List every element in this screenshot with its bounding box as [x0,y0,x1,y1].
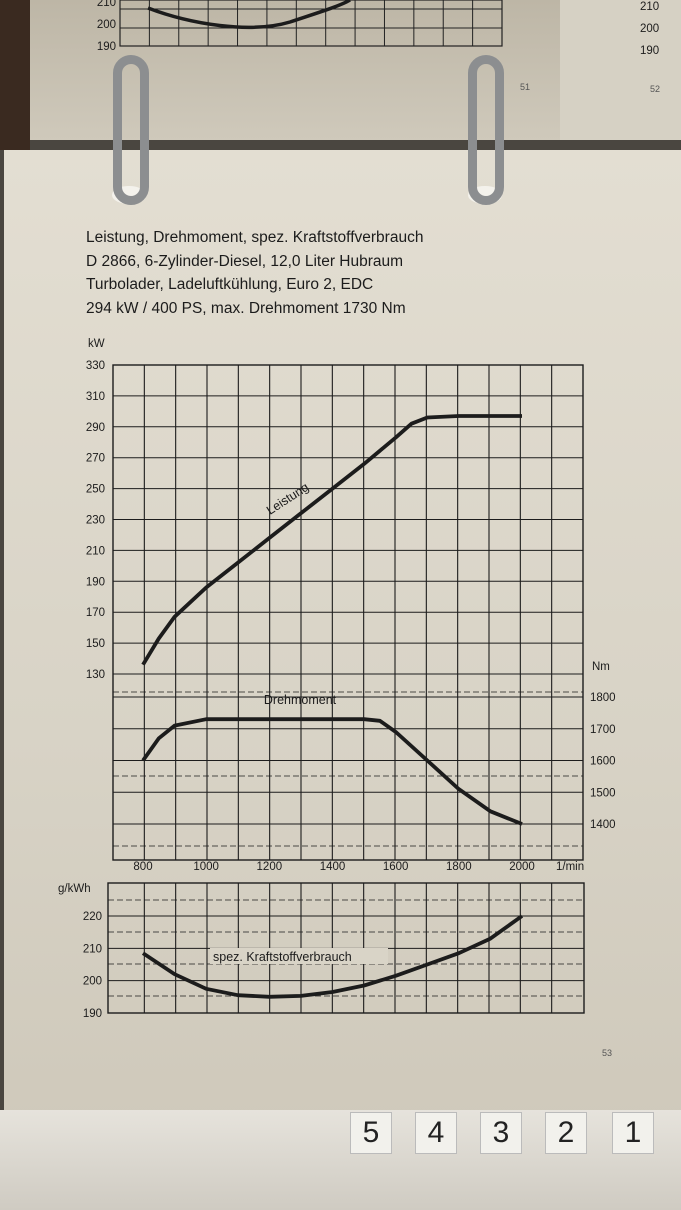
prev-right-tick-label: 210 [640,1,659,13]
binder-ring-right [468,55,504,205]
consumption-tick-label-220: 220 [83,911,102,923]
prev-tick-label: 200 [97,19,116,31]
power-tick-label-130: 130 [86,669,105,681]
consumption-tick-label-200: 200 [83,976,102,988]
rpm-tick-label-800: 800 [133,861,152,873]
consumption-unit-label: g/kWh [58,883,91,895]
title-line-4: 294 kW / 400 PS, max. Drehmoment 1730 Nm [86,299,406,317]
torque-tick-label-1700: 1700 [590,724,616,736]
rpm-tick-label-1800: 1800 [446,861,472,873]
torque-tick-label-1600: 1600 [590,756,616,768]
prev-consumption-curve [147,0,351,30]
power-tick-label-210: 210 [86,545,105,557]
consumption-tick-label-190: 190 [83,1008,102,1020]
previous-page-right [560,0,681,140]
power-tick-label-330: 330 [86,360,105,372]
index-tab-4[interactable]: 4 [415,1112,457,1154]
power-tick-label-230: 230 [86,515,105,527]
torque-curve [141,717,523,826]
torque-unit-label: Nm [592,661,610,673]
rpm-tick-label-1200: 1200 [257,861,283,873]
title-line-1: Leistung, Drehmoment, spez. Kraftstoffve… [86,229,424,246]
power-tick-label-150: 150 [86,638,105,650]
prev-right-tick-label: 190 [640,45,659,57]
torque-tick-label-1500: 1500 [590,787,616,799]
consumption-curve [141,914,524,999]
torque-tick-label-1400: 1400 [590,819,616,831]
power-tick-label-270: 270 [86,453,105,465]
power-tick-label-190: 190 [86,576,105,588]
rpm-tick-label-1000: 1000 [193,861,219,873]
prev-tick-label: 210 [97,0,116,9]
page-number: 53 [602,1048,613,1058]
index-tab-2[interactable]: 2 [545,1112,587,1154]
binder-ring-left [113,55,149,205]
prev-tick-label: 190 [97,41,116,53]
rpm-unit-label: 1/min [556,861,584,873]
chart-title-block: Leistung, Drehmoment, spez. Kraftstoffve… [86,226,423,320]
index-tab-1[interactable]: 1 [612,1112,654,1154]
title-line-3: Turbolader, Ladeluftkühlung, Euro 2, EDC [86,276,374,293]
power-curve [141,414,522,666]
power-tick-label-170: 170 [86,607,105,619]
rpm-tick-label-1400: 1400 [320,861,346,873]
dark-background-edge [0,0,30,150]
index-tab-3[interactable]: 3 [480,1112,522,1154]
prev-page-number-right: 52 [650,84,661,94]
prev-plot-frame [119,0,503,47]
power-tick-label-250: 250 [86,484,105,496]
power-tick-label-310: 310 [86,391,105,403]
title-line-2: D 2866, 6-Zylinder-Diesel, 12,0 Liter Hu… [86,252,404,270]
rpm-tick-label-1600: 1600 [383,861,409,873]
torque-tick-label-1800: 1800 [590,692,616,704]
consumption-tick-label-210: 210 [83,943,102,955]
consumption-label-background [210,948,388,964]
consumption-curve-label: spez. Kraftstoffverbrauch [213,950,352,964]
power-unit-label: kW [88,338,105,350]
torque-curve-label: Drehmoment [264,693,337,707]
power-tick-label-290: 290 [86,422,105,434]
prev-right-tick-label: 200 [640,23,659,35]
prev-page-number-left: 51 [520,82,531,92]
rpm-tick-label-2000: 2000 [509,861,535,873]
index-tab-5[interactable]: 5 [350,1112,392,1154]
